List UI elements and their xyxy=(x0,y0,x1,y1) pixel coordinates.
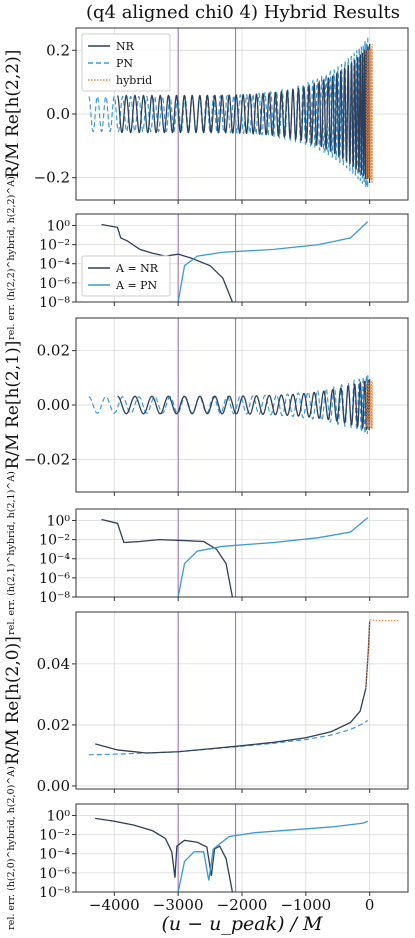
panel-err21: 10⁰ 10⁻² 10⁻⁴ 10⁻⁶ 10⁻⁸ rel. err. (h(2,1)^hyb… xyxy=(6,471,409,635)
legend-label: A = NR xyxy=(115,262,159,275)
y-axis-label: rel. err. (h(2,2)^hybrid, h(2,2)^A) xyxy=(6,176,17,340)
y-tick-label: 0.2 xyxy=(46,41,70,59)
series-pn xyxy=(88,37,369,189)
x-tick-label: 0 xyxy=(365,896,375,914)
legend-label: NR xyxy=(116,40,135,53)
panel-err20: 10⁰ 10⁻² 10⁻⁴ 10⁻⁶ 10⁻⁸ rel. err. (h(2,0)^hyb… xyxy=(6,766,409,930)
y-tick-label: −0.2 xyxy=(34,169,70,187)
legend: A = NR A = PN xyxy=(81,255,171,297)
series-group xyxy=(101,517,369,597)
series-a-nr xyxy=(101,518,234,597)
x-tick-label: −2000 xyxy=(217,896,268,914)
y-axis-label: R/M Re[h(2,2)] xyxy=(3,50,23,179)
series-group xyxy=(95,817,369,892)
x-tick-label: −3000 xyxy=(153,896,204,914)
y-tick-label: 0.0 xyxy=(46,105,70,123)
panel-h22: −0.2 0.0 0.2 R/M Re[h(2,2)] NR PN hybrid xyxy=(3,27,409,204)
series-group xyxy=(88,375,373,435)
legend-label: A = PN xyxy=(115,279,158,292)
y-tick-label: 10⁻² xyxy=(39,238,70,254)
legend-label: PN xyxy=(116,57,133,70)
x-axis-label: (u − u_peak) / M xyxy=(162,913,324,935)
series-a-nr xyxy=(101,223,234,302)
y-tick-label: 0.04 xyxy=(37,655,70,673)
y-axis-label: R/M Re[h(2,0)] xyxy=(3,636,23,765)
legend-box xyxy=(81,33,171,92)
panel-h21: −0.02 0.00 0.02 R/M Re[h(2,1)] xyxy=(3,317,409,496)
y-tick-label: 0.02 xyxy=(37,342,70,360)
y-tick-label: 0.02 xyxy=(37,716,70,734)
panel-err22: 10⁰ 10⁻² 10⁻⁴ 10⁻⁶ 10⁻⁸ rel. err. (h(2,2)^hyb… xyxy=(6,176,409,340)
legend: NR PN hybrid xyxy=(81,33,171,92)
y-tick-label: −0.02 xyxy=(24,450,70,468)
series-a-pn xyxy=(177,221,369,302)
series-nr xyxy=(117,379,371,431)
y-tick-label: 10⁻² xyxy=(39,828,70,844)
y-tick-label: 0.00 xyxy=(37,396,70,414)
x-axis: −4000 −3000 −2000 −1000 0 xyxy=(89,896,375,914)
x-tick-label: −4000 xyxy=(89,896,140,914)
figure-title: (q4 aligned chi0 4) Hybrid Results xyxy=(86,2,400,23)
series-hybrid xyxy=(365,380,373,431)
panels: −0.2 0.0 0.2 R/M Re[h(2,2)] NR PN hybrid 10⁰ 10⁻… xyxy=(3,27,409,930)
series-hybrid xyxy=(365,43,373,184)
series-group xyxy=(101,221,369,302)
y-tick-label: 10⁻⁶ xyxy=(39,866,70,882)
series-a-pn xyxy=(177,820,369,892)
series-a-nr xyxy=(95,817,234,892)
y-tick-label: 10⁻⁶ xyxy=(39,571,70,587)
y-tick-label: 10⁰ xyxy=(47,808,71,824)
series-group xyxy=(88,37,373,189)
y-axis-label: rel. err. (h(2,0)^hybrid, h(2,0)^A) xyxy=(6,766,17,930)
series-group xyxy=(88,618,399,756)
y-tick-label: 10⁻² xyxy=(39,533,70,549)
series-nr xyxy=(117,43,371,183)
y-tick-label: 10⁻⁸ xyxy=(39,885,70,901)
y-tick-label: 0.00 xyxy=(37,777,70,795)
y-tick-label: 10⁻⁸ xyxy=(39,590,70,606)
y-tick-label: 10⁻⁸ xyxy=(39,295,70,311)
y-axis-label: R/M Re[h(2,1)] xyxy=(3,341,23,470)
y-tick-label: 10⁻⁴ xyxy=(39,257,70,273)
series-pn xyxy=(88,719,369,756)
x-tick-label: −1000 xyxy=(280,896,331,914)
y-tick-label: 10⁰ xyxy=(47,218,71,234)
series-a-pn xyxy=(177,517,369,597)
y-tick-label: 10⁻⁴ xyxy=(39,847,70,863)
y-tick-label: 10⁻⁴ xyxy=(39,552,70,568)
legend-box xyxy=(81,255,171,297)
y-tick-label: 10⁰ xyxy=(47,513,71,529)
y-axis-label: rel. err. (h(2,1)^hybrid, h(2,1)^A) xyxy=(6,471,17,635)
y-tick-label: 10⁻⁶ xyxy=(39,276,70,292)
series-nr xyxy=(94,621,371,754)
legend-label: hybrid xyxy=(116,74,152,87)
panel-h20: 0.00 0.02 0.04 R/M Re[h(2,0)] xyxy=(3,611,409,795)
series-hybrid xyxy=(365,618,399,689)
